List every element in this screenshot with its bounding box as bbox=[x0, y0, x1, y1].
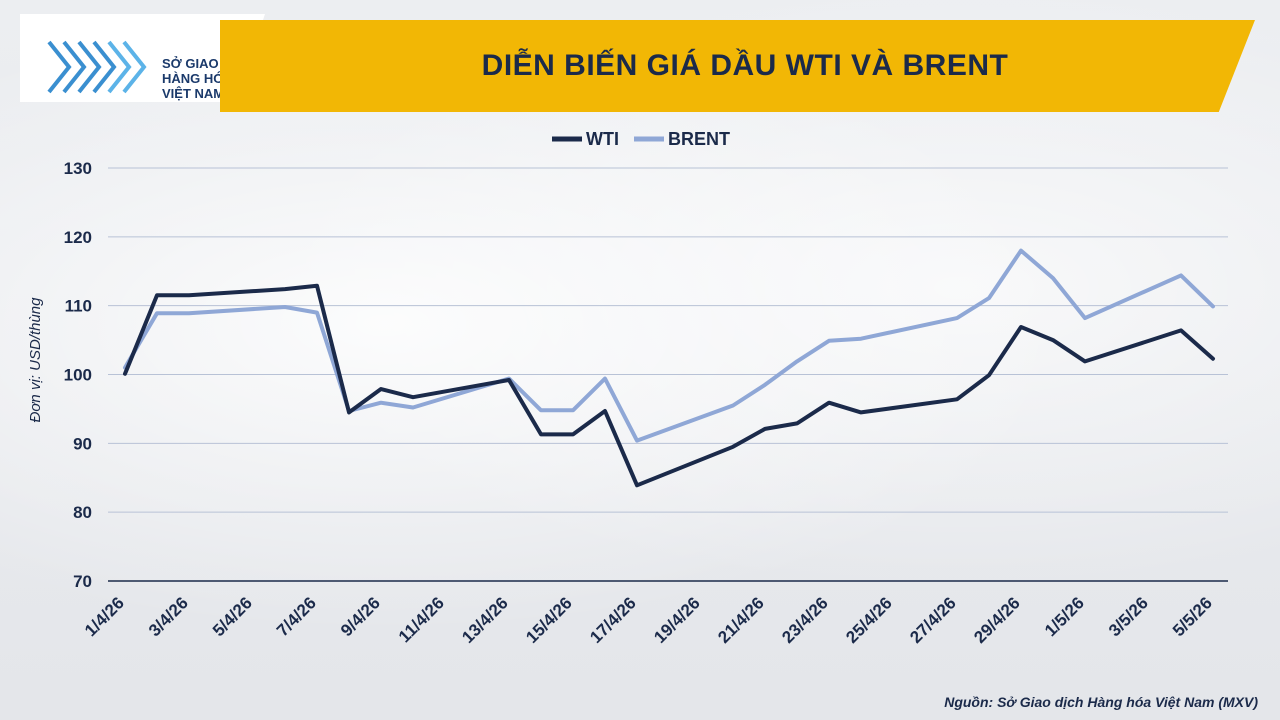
y-tick-110: 110 bbox=[65, 297, 92, 316]
y-tick-90: 90 bbox=[73, 434, 92, 453]
x-tick-9-4-26: 9/4/26 bbox=[337, 593, 384, 640]
logo-line-3: VIỆT NAM bbox=[162, 86, 225, 101]
x-tick-3-5-26: 3/5/26 bbox=[1105, 593, 1152, 640]
x-tick-labels: 1/4/26 3/4/26 5/4/26 7/4/26 9/4/26 11/4/26 13/… bbox=[81, 593, 1216, 647]
x-tick-25-4-26: 25/4/26 bbox=[842, 593, 896, 647]
y-tick-100: 100 bbox=[64, 366, 92, 385]
x-tick-15-4-26: 15/4/26 bbox=[522, 593, 576, 647]
legend: WTI BRENT bbox=[552, 129, 730, 149]
mxv-logo-icon bbox=[47, 40, 147, 94]
x-tick-1-4-26: 1/4/26 bbox=[81, 593, 128, 640]
source-note: Nguồn: Sở Giao dịch Hàng hóa Việt Nam (M… bbox=[944, 694, 1258, 710]
x-tick-19-4-26: 19/4/26 bbox=[650, 593, 704, 647]
y-tick-labels: 70 80 90 100 110 120 130 bbox=[64, 159, 92, 591]
series-line-brent bbox=[123, 248, 1215, 443]
x-tick-11-4-26: 11/4/26 bbox=[395, 593, 448, 646]
grid-lines bbox=[108, 167, 1228, 582]
x-tick-1-5-26: 1/5/26 bbox=[1041, 593, 1088, 640]
y-tick-80: 80 bbox=[73, 503, 92, 522]
chart-title: DIỄN BIẾN GIÁ DẦU WTI VÀ BRENT bbox=[481, 49, 1009, 82]
series-line-wti bbox=[123, 283, 1215, 488]
x-tick-5-5-26: 5/5/26 bbox=[1169, 593, 1216, 640]
x-tick-5-4-26: 5/4/26 bbox=[209, 593, 256, 640]
x-tick-29-4-26: 29/4/26 bbox=[970, 593, 1024, 647]
x-tick-17-4-26: 17/4/26 bbox=[586, 593, 640, 647]
x-tick-27-4-26: 27/4/26 bbox=[906, 593, 960, 647]
y-axis-label: Đơn vị: USD/thùng bbox=[27, 297, 44, 423]
series-lines bbox=[123, 248, 1215, 488]
x-tick-23-4-26: 23/4/26 bbox=[778, 593, 832, 647]
title-banner bbox=[220, 20, 1255, 112]
logo-line-2: HÀNG HÓA bbox=[162, 71, 233, 86]
y-tick-130: 130 bbox=[64, 159, 92, 178]
x-tick-3-4-26: 3/4/26 bbox=[145, 593, 192, 640]
y-tick-70: 70 bbox=[73, 572, 92, 591]
y-tick-120: 120 bbox=[64, 228, 92, 247]
x-tick-21-4-26: 21/4/26 bbox=[714, 593, 768, 647]
legend-label-brent: BRENT bbox=[668, 129, 730, 149]
x-tick-7-4-26: 7/4/26 bbox=[273, 593, 320, 640]
legend-label-wti: WTI bbox=[586, 129, 619, 149]
x-tick-13-4-26: 13/4/26 bbox=[458, 593, 512, 647]
